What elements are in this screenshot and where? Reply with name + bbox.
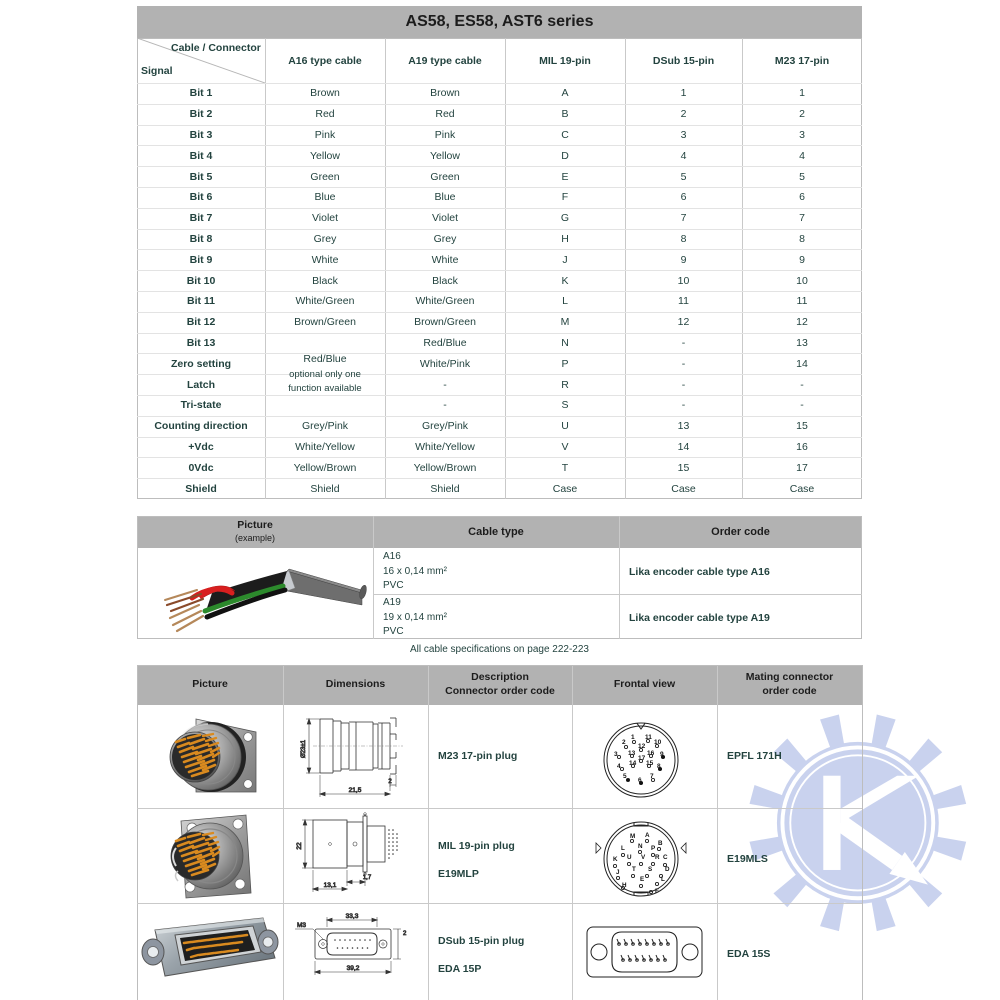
svg-text:C: C — [663, 854, 668, 861]
svg-text:D: D — [665, 866, 670, 873]
svg-text:Ø23±1: Ø23±1 — [301, 739, 307, 758]
svg-text:R: R — [655, 854, 660, 861]
svg-text:14: 14 — [629, 760, 637, 767]
svg-text:39,2: 39,2 — [347, 965, 360, 972]
svg-text:F: F — [655, 888, 659, 895]
svg-text:A: A — [645, 832, 650, 839]
svg-text:33,3: 33,3 — [346, 913, 359, 920]
svg-text:P: P — [651, 845, 655, 852]
svg-text:22: 22 — [296, 842, 303, 850]
svg-text:1: 1 — [631, 734, 635, 741]
svg-text:B: B — [658, 840, 663, 847]
svg-text:1,7: 1,7 — [363, 875, 372, 881]
svg-text:S: S — [648, 866, 652, 873]
svg-text:L: L — [621, 845, 625, 852]
svg-text:16: 16 — [647, 750, 655, 757]
svg-text:2: 2 — [388, 779, 392, 785]
svg-text:13,1: 13,1 — [324, 882, 337, 889]
svg-text:E: E — [640, 876, 644, 883]
svg-text:M3: M3 — [297, 922, 306, 929]
svg-text:K: K — [613, 856, 618, 863]
svg-text:2: 2 — [403, 931, 407, 937]
svg-text:M: M — [630, 833, 635, 840]
svg-text:U: U — [627, 854, 632, 861]
svg-text:13: 13 — [628, 750, 636, 757]
svg-text:V: V — [641, 854, 646, 861]
svg-text:2: 2 — [622, 739, 626, 746]
svg-text:N: N — [638, 843, 643, 850]
svg-text:21,5: 21,5 — [349, 787, 362, 794]
svg-text:J: J — [616, 869, 620, 876]
svg-text:T: T — [632, 866, 636, 873]
